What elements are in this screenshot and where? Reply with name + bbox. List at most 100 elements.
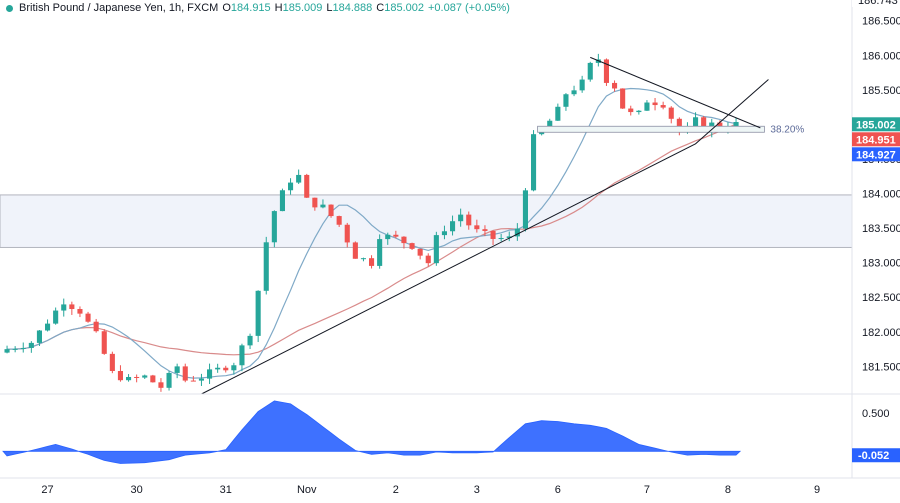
candle (150, 374, 156, 383)
candle (579, 75, 585, 93)
osc-tick-label: 0.500 (862, 408, 890, 420)
candle-body (320, 204, 326, 208)
candle-body (571, 90, 577, 95)
candle-body (255, 290, 261, 336)
candle (207, 363, 213, 384)
candle-body (101, 331, 107, 354)
candle (385, 232, 391, 245)
candle-body (482, 229, 488, 231)
candle (336, 215, 342, 227)
candle (328, 204, 334, 218)
price-tick-label: 184.000 (862, 189, 900, 201)
resistance-trendline (590, 56, 761, 129)
candle-body (85, 313, 91, 322)
candle (312, 197, 318, 211)
candle (263, 236, 269, 295)
time-tick-label: 7 (644, 484, 650, 496)
candle-body (620, 88, 626, 109)
candle (474, 219, 480, 233)
candle-body (61, 304, 67, 311)
candle-body (498, 238, 504, 240)
candle-body (312, 197, 318, 208)
candle-body (328, 204, 334, 217)
candle (182, 363, 188, 383)
candle-body (126, 376, 132, 381)
candle (198, 373, 204, 386)
candle-body (166, 372, 172, 388)
price-tick-label: 186.000 (862, 50, 900, 62)
candle-body (279, 190, 285, 212)
time-tick-label: 9 (814, 484, 820, 496)
candle-body (263, 242, 269, 291)
candle-body (271, 211, 277, 243)
price-axis: 186.500186.000185.500185.000184.500184.0… (851, 0, 900, 478)
price-tick-label: 182.000 (862, 327, 900, 339)
close-value: 185.002 (384, 2, 424, 14)
candle (320, 199, 326, 209)
candle (134, 374, 140, 383)
time-tick-label: Nov (297, 484, 317, 496)
candle-body (612, 82, 618, 89)
candle-body (628, 108, 634, 113)
candle (612, 80, 618, 92)
price-badge-text: 184.927 (856, 149, 896, 161)
price-badge-text: 184.951 (856, 134, 896, 146)
price-badge-bg (852, 147, 900, 162)
candle-body (385, 234, 391, 240)
candle (482, 225, 488, 237)
time-tick-label: 2 (393, 484, 399, 496)
candle-body (433, 235, 439, 264)
candle-body (563, 94, 569, 107)
candle-body (555, 106, 561, 121)
resistance-zone (0, 194, 853, 248)
osc-current-badge: -0.052 (852, 448, 900, 463)
candle-body (28, 342, 34, 348)
candle-body (450, 221, 456, 232)
candle-body (231, 365, 237, 371)
candle-body (360, 258, 366, 260)
symbol-title[interactable]: British Pound / Japanese Yen, 1h, FXCM (19, 2, 219, 14)
time-tick-label: 30 (131, 484, 143, 496)
candle (85, 311, 91, 323)
candle (506, 231, 512, 242)
candle-body (377, 239, 383, 266)
candle (271, 210, 277, 248)
open-value: 184.915 (230, 2, 271, 14)
candle (61, 298, 67, 317)
price-tick-label: 183.500 (862, 223, 900, 235)
candle (555, 103, 561, 121)
candle-body (652, 102, 658, 106)
candle (255, 290, 261, 343)
high-value: 185.009 (282, 2, 323, 14)
candle-body (174, 366, 180, 373)
candle (20, 342, 26, 353)
candle-body (636, 110, 642, 113)
fib-level-band (537, 125, 765, 133)
candle-body (522, 190, 528, 229)
candle-body (352, 242, 358, 259)
support-trendline (201, 79, 769, 395)
candle (4, 345, 10, 354)
open-label: O (222, 2, 231, 14)
candle (93, 318, 99, 333)
candle-body (36, 330, 42, 343)
candle-body (109, 353, 115, 372)
candle-body (158, 382, 164, 388)
candle (126, 374, 132, 382)
osc-badge-bg (852, 448, 900, 463)
candle (644, 100, 650, 111)
candle-body (660, 105, 666, 108)
candle (190, 375, 196, 382)
candle-body (733, 122, 739, 128)
candle-body (20, 347, 26, 349)
candle-body (579, 79, 585, 91)
candle-body (142, 375, 148, 378)
candle-body (474, 225, 480, 230)
candle (587, 61, 593, 82)
price-badge-bg (852, 132, 900, 147)
price-badge-bg (852, 117, 900, 132)
candle-body (288, 182, 294, 191)
candle (466, 211, 472, 230)
